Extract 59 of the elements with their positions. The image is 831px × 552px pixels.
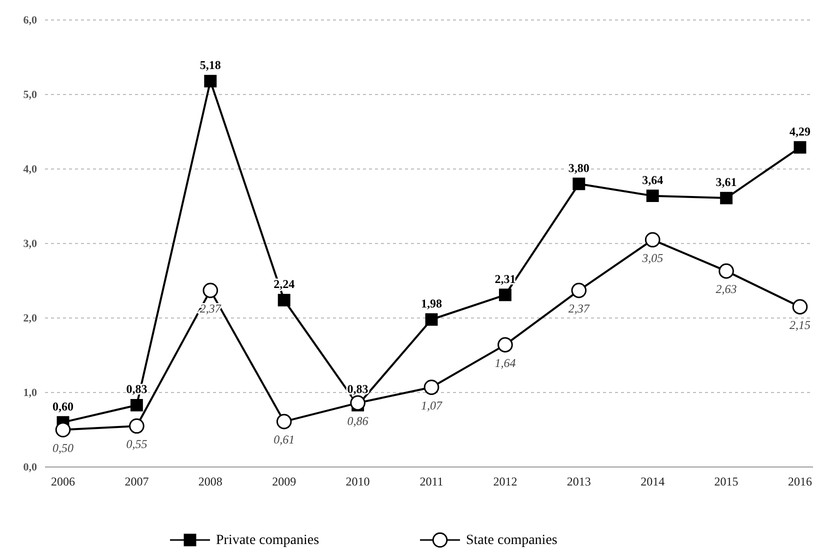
point <box>55 422 71 438</box>
x-tick-label: 2011 <box>420 474 444 489</box>
data-label: 1,98 <box>421 296 442 310</box>
y-tick-label: 5,0 <box>23 89 38 102</box>
data-label: 3,05 <box>641 250 664 265</box>
data-label: 2,15 <box>790 318 810 332</box>
x-tick-label: 2008 <box>198 474 222 489</box>
x-tick-label: 2014 <box>640 474 665 489</box>
legend-label: State companies <box>466 533 558 548</box>
y-tick-label: 6,0 <box>23 14 38 27</box>
legend-label: Private companies <box>216 533 320 548</box>
point <box>794 141 806 154</box>
x-tick-label: 2015 <box>714 474 738 489</box>
data-label: 0,55 <box>126 437 148 452</box>
x-tick-label: 2006 <box>51 474 75 489</box>
point <box>130 398 143 412</box>
x-tick-label: 2016 <box>788 474 812 489</box>
point <box>425 313 438 326</box>
x-tick-label: 2010 <box>346 474 370 489</box>
point <box>572 178 586 190</box>
point <box>498 288 512 302</box>
data-label: 3,61 <box>716 175 737 190</box>
y-tick-label: 0,0 <box>23 462 38 474</box>
point <box>424 380 440 395</box>
point <box>204 74 217 88</box>
data-label: 0,50 <box>52 440 74 455</box>
data-label: 5,18 <box>200 58 221 72</box>
data-label: 3,64 <box>642 172 664 187</box>
data-label: 0,61 <box>274 432 295 447</box>
y-tick-label: 1,0 <box>23 387 38 400</box>
point <box>276 414 292 430</box>
x-tick-label: 2013 <box>566 474 591 489</box>
x-tick-label: 2012 <box>493 474 518 489</box>
y-tick-label: 4,0 <box>23 164 38 176</box>
point <box>498 337 513 352</box>
point <box>646 190 659 202</box>
data-label: 0,86 <box>347 414 368 428</box>
point <box>792 299 808 314</box>
data-label: 1,64 <box>494 356 516 370</box>
point <box>718 263 734 279</box>
point <box>571 282 587 298</box>
point <box>720 192 733 204</box>
x-tick-label: 2009 <box>272 474 296 489</box>
data-label: 2,31 <box>494 272 516 286</box>
point <box>278 294 290 306</box>
point <box>350 395 366 411</box>
data-label: 3,80 <box>568 160 590 175</box>
data-label: 2,37 <box>568 301 590 316</box>
data-label: 0,60 <box>52 399 74 414</box>
data-label: 0,83 <box>347 382 368 396</box>
y-tick-label: 3,0 <box>23 238 38 250</box>
point <box>644 232 660 248</box>
data-label: 4,29 <box>790 124 810 138</box>
y-tick-label: 2,0 <box>23 312 38 325</box>
point <box>129 418 144 434</box>
data-label: 2,63 <box>716 282 737 296</box>
data-label: 1,07 <box>421 398 443 412</box>
point <box>202 282 218 298</box>
x-tick-label: 2007 <box>124 474 149 489</box>
